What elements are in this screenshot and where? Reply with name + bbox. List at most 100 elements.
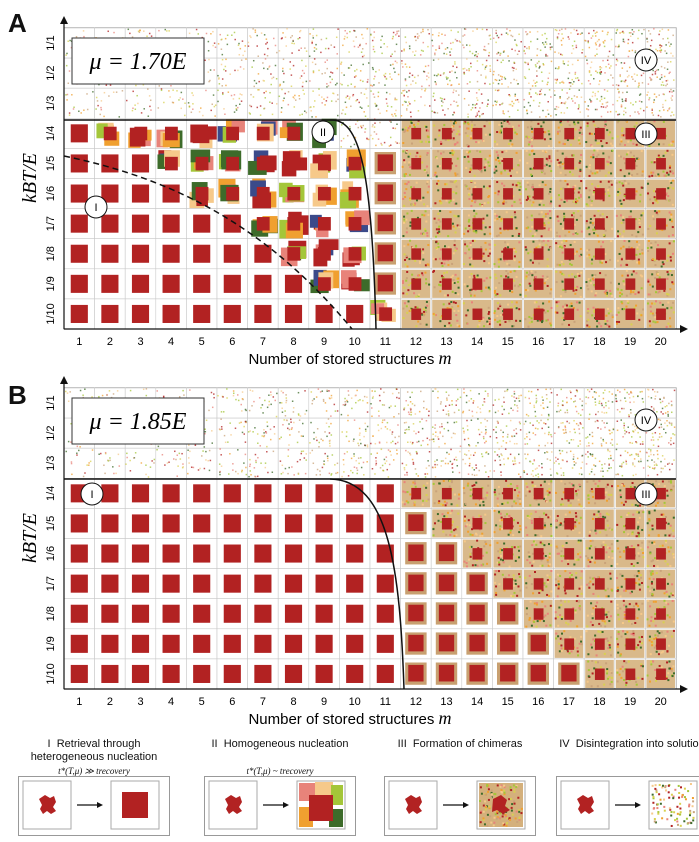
phase-cell xyxy=(614,658,646,690)
svg-text:III: III xyxy=(641,129,650,141)
phase-cell xyxy=(216,538,248,569)
phase-cell xyxy=(155,87,187,119)
legend-item-iii: III Formation of chimeras xyxy=(380,738,540,836)
x-tick-label: 10 xyxy=(349,336,361,348)
phase-cell xyxy=(522,658,554,690)
phase-cell xyxy=(553,27,585,59)
legend-numeral: IV xyxy=(559,738,570,750)
x-tick-label: 11 xyxy=(380,336,391,348)
phase-cell xyxy=(308,238,340,270)
phase-cell xyxy=(247,628,279,660)
phase-cell xyxy=(63,628,95,660)
phase-cell xyxy=(155,268,187,300)
phase-cell xyxy=(430,208,463,240)
phase-cell xyxy=(186,208,218,240)
phase-cell xyxy=(94,538,126,569)
x-tick-label: 16 xyxy=(532,696,544,708)
phase-cell xyxy=(553,538,585,569)
phase-cell xyxy=(339,598,371,630)
phase-cell xyxy=(186,658,218,690)
phase-cell xyxy=(492,268,524,300)
phase-cell xyxy=(492,57,524,89)
y-tick-label: 1/6 xyxy=(45,186,57,201)
phase-cell xyxy=(308,508,340,539)
retrieved-structure xyxy=(122,792,148,818)
phase-cell xyxy=(124,658,157,690)
phase-cell xyxy=(583,268,616,300)
x-tick-label: 18 xyxy=(593,696,605,708)
phase-cell xyxy=(124,298,157,330)
phase-cell xyxy=(308,148,340,182)
phase-cell xyxy=(216,87,248,119)
phase-cell xyxy=(216,628,248,660)
mu-label-box xyxy=(71,37,205,85)
phase-cell xyxy=(124,87,157,119)
phase-cell xyxy=(400,238,432,270)
phase-cell xyxy=(247,57,279,89)
phase-cell xyxy=(522,478,554,509)
phase-cell xyxy=(430,598,463,630)
phase-cell xyxy=(94,598,126,630)
legend-illustration xyxy=(388,780,526,830)
x-tick-label: 5 xyxy=(199,696,205,708)
phase-cell xyxy=(400,208,432,240)
phase-cell xyxy=(339,208,374,240)
legend-illustration xyxy=(22,780,160,830)
phase-cell xyxy=(583,508,616,539)
phase-cell xyxy=(308,208,340,240)
phase-cell xyxy=(155,658,187,690)
phase-cell xyxy=(400,538,432,569)
phase-cell xyxy=(369,387,401,419)
phase-cell xyxy=(186,238,218,270)
phase-cell xyxy=(155,508,187,539)
phase-cell xyxy=(461,568,493,600)
phase-cell xyxy=(522,417,554,449)
phase-cell xyxy=(216,387,248,419)
phase-cell xyxy=(400,447,432,479)
phase-cell xyxy=(400,298,432,330)
phase-cell xyxy=(186,87,218,119)
phase-cell xyxy=(339,658,371,690)
seed-blob-icon xyxy=(405,795,422,814)
phase-cell xyxy=(400,27,432,59)
phase-cell xyxy=(94,568,126,600)
phase-cell xyxy=(461,598,493,630)
phase-cell xyxy=(186,538,218,569)
phase-cell xyxy=(155,628,187,660)
phase-boundaries xyxy=(64,478,676,690)
phase-cell xyxy=(645,178,677,209)
phase-cell xyxy=(583,478,616,509)
x-tick-label: 8 xyxy=(290,336,296,348)
phase-cell xyxy=(247,118,279,149)
phase-cell xyxy=(645,628,677,660)
x-tick-label: 7 xyxy=(260,336,266,348)
phase-cell xyxy=(186,298,218,330)
svg-text:IV: IV xyxy=(641,55,652,67)
x-tick-label: 14 xyxy=(471,696,483,708)
phase-cell xyxy=(216,208,248,240)
phase-cell xyxy=(583,417,616,449)
phase-cell xyxy=(308,447,340,479)
legend-condition: t*(T,μ) ~ trecovery xyxy=(246,766,314,776)
dissolved-texture xyxy=(651,783,695,827)
x-tick-label: 16 xyxy=(532,336,544,348)
legend-item-ii: II Homogeneous nucleation t*(T,μ) ~ trec… xyxy=(200,738,360,836)
phase-cell xyxy=(369,238,401,270)
legend-illustration xyxy=(208,780,346,830)
phase-cell xyxy=(614,538,646,569)
phase-cell xyxy=(216,118,248,149)
phase-cell xyxy=(216,148,248,179)
svg-text:I: I xyxy=(94,202,97,214)
y-tick-label: 1/10 xyxy=(45,303,57,324)
phase-cell xyxy=(308,598,340,630)
phase-cell xyxy=(247,447,279,479)
legend-numeral: III xyxy=(397,738,407,750)
phase-cell xyxy=(430,298,463,330)
phase-cell xyxy=(124,148,157,179)
phase-cell xyxy=(614,87,646,119)
phase-cell xyxy=(216,508,248,539)
legend-item-iv: IV Disintegration into solution xyxy=(552,738,699,836)
phase-cell xyxy=(369,478,401,509)
phase-cell xyxy=(461,148,493,179)
phase-cell xyxy=(400,658,432,690)
